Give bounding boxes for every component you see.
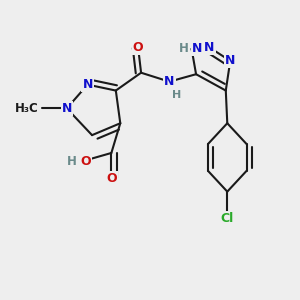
Text: O: O <box>80 155 91 168</box>
Text: H₃C: H₃C <box>15 102 38 115</box>
Text: H: H <box>172 90 182 100</box>
Text: N: N <box>164 75 175 88</box>
Text: H: H <box>179 42 189 56</box>
Text: N: N <box>61 102 72 115</box>
Text: O: O <box>106 172 117 185</box>
Text: N: N <box>225 54 236 67</box>
Text: H: H <box>67 155 77 168</box>
Text: N: N <box>192 42 202 56</box>
Text: N: N <box>82 78 93 91</box>
Text: N: N <box>204 41 214 54</box>
Text: Cl: Cl <box>221 212 234 225</box>
Text: O: O <box>133 41 143 54</box>
